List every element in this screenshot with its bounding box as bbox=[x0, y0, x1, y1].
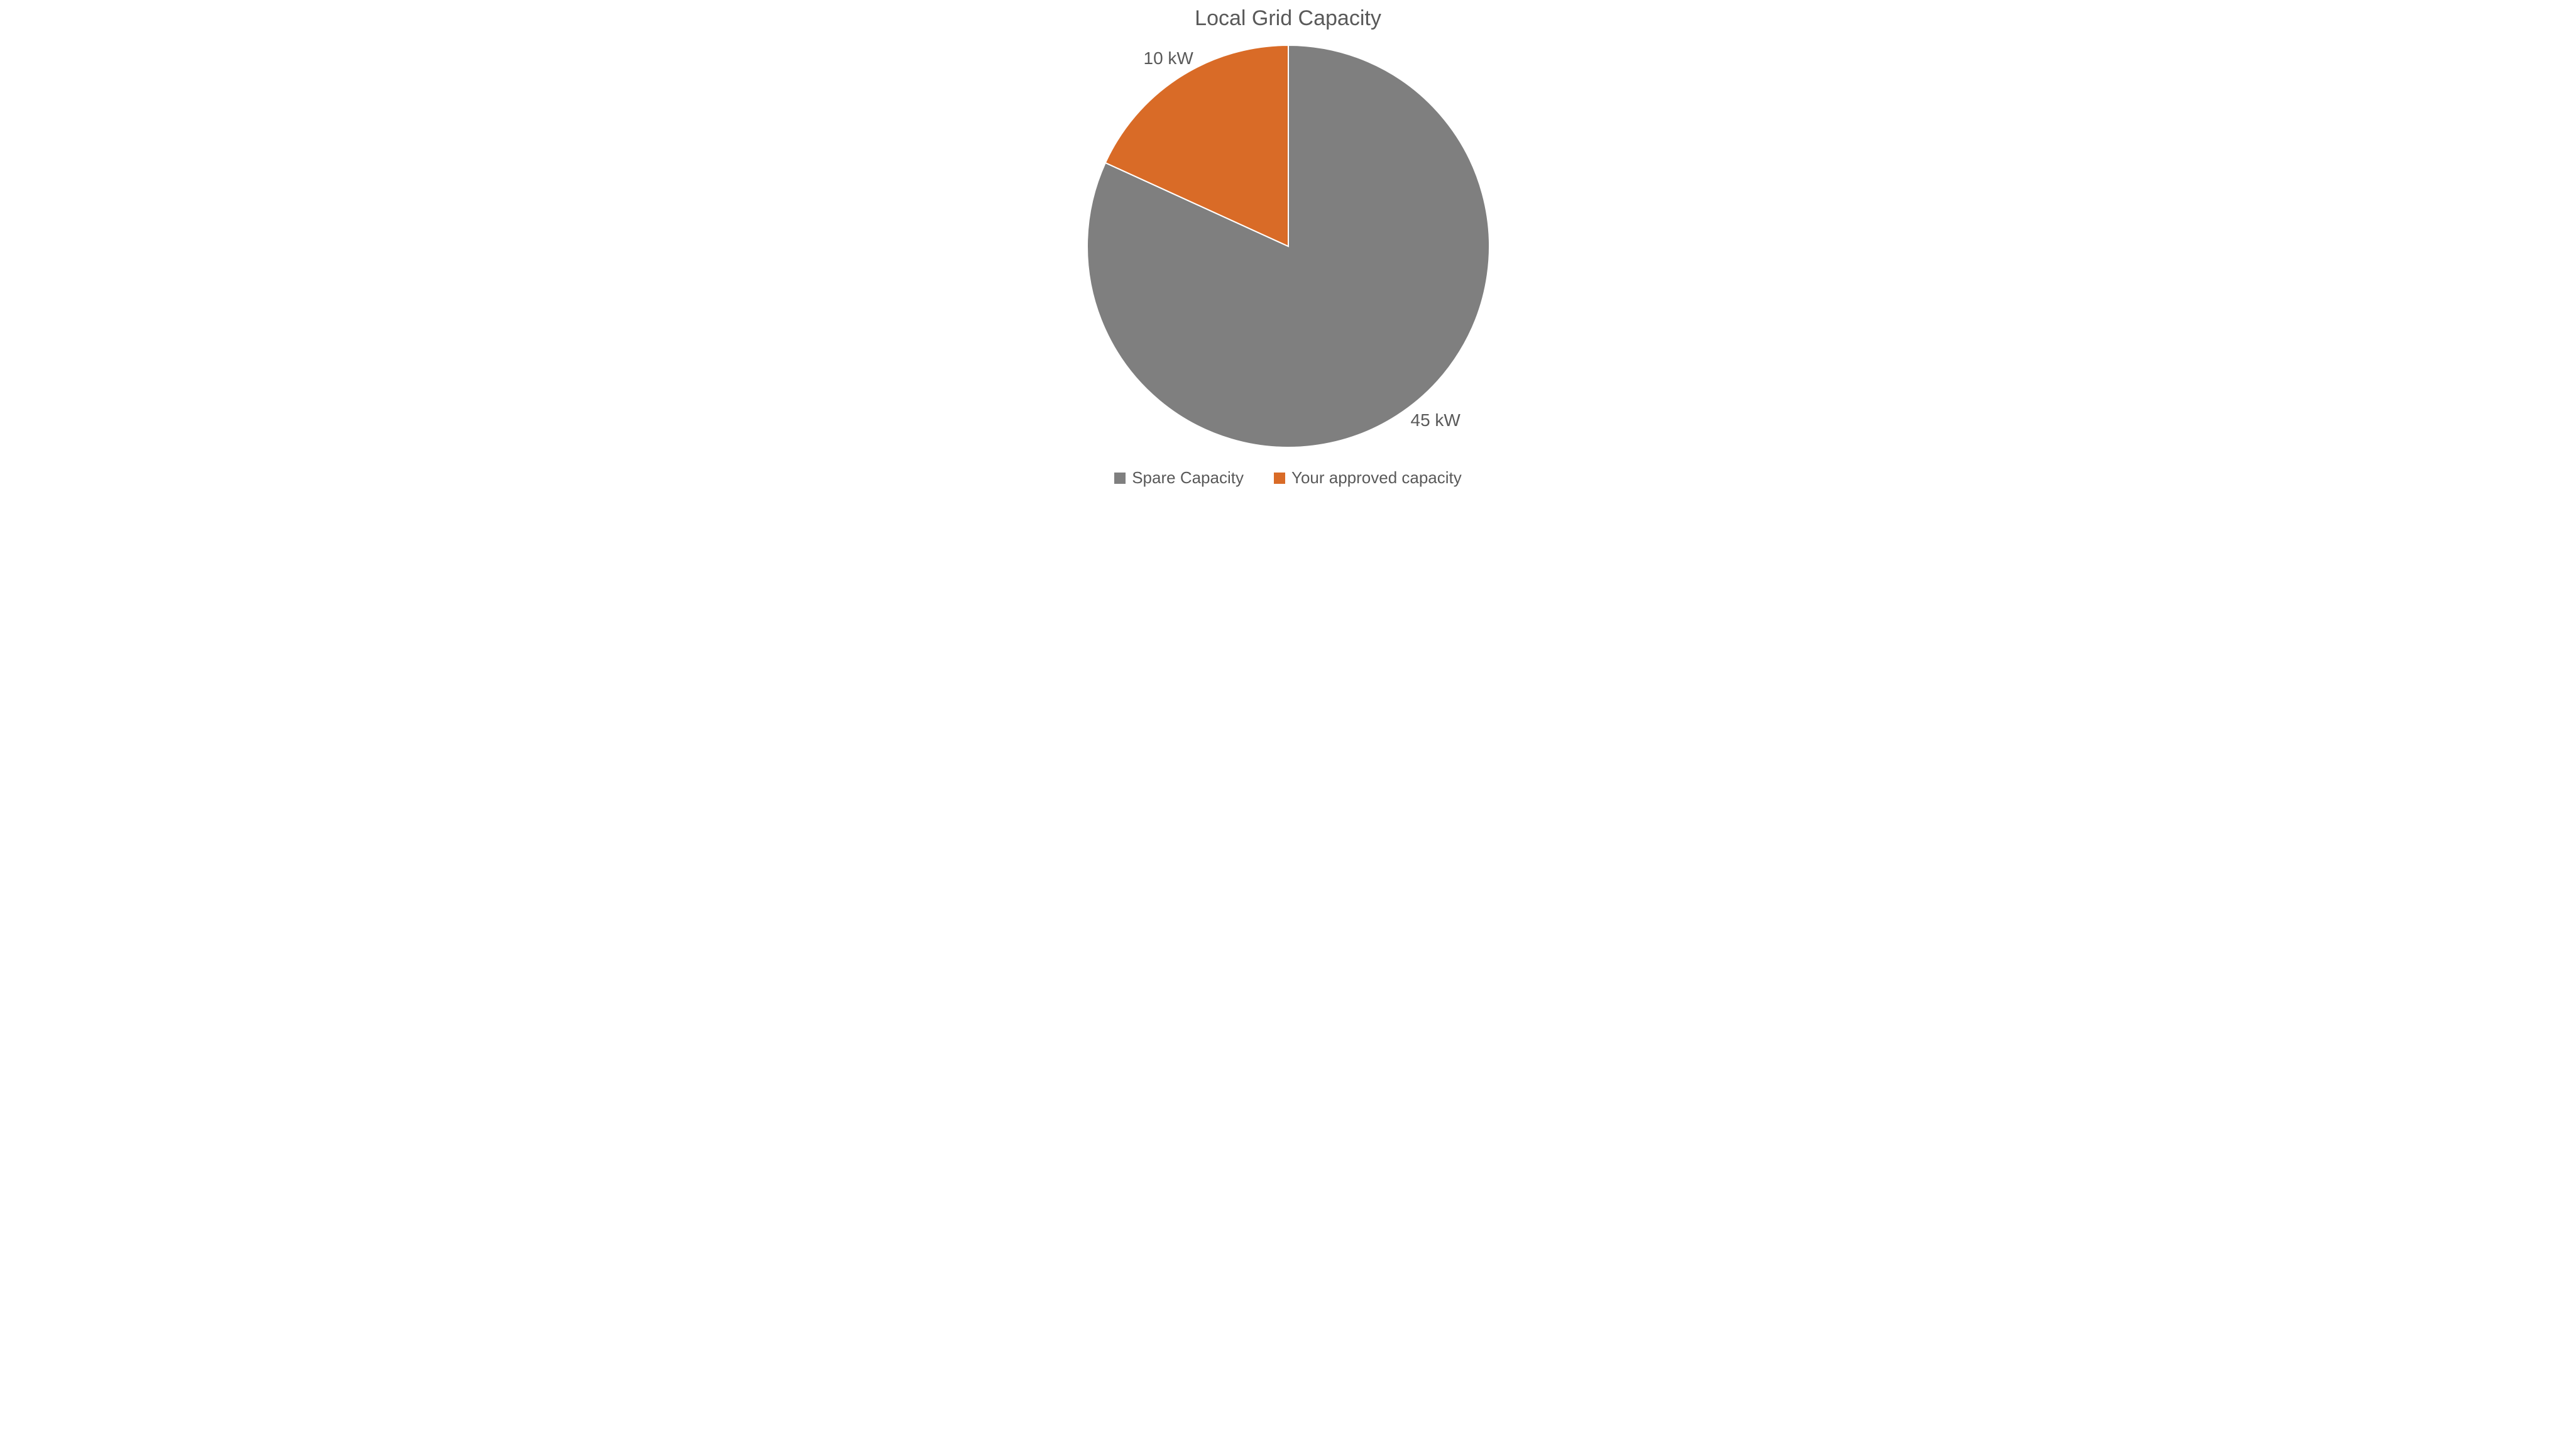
pie-plot-area: 45 kW 10 kW bbox=[1084, 42, 1493, 451]
legend-swatch-approved bbox=[1274, 473, 1285, 484]
data-label-approved: 10 kW bbox=[1144, 48, 1193, 68]
data-label-spare: 45 kW bbox=[1411, 410, 1461, 430]
pie-chart: Local Grid Capacity 45 kW 10 kW Spare Ca… bbox=[823, 0, 1753, 500]
legend-item-approved: Your approved capacity bbox=[1274, 468, 1462, 488]
legend-item-spare: Spare Capacity bbox=[1114, 468, 1244, 488]
chart-title: Local Grid Capacity bbox=[823, 6, 1753, 31]
legend: Spare Capacity Your approved capacity bbox=[823, 468, 1753, 488]
legend-label-approved: Your approved capacity bbox=[1291, 468, 1462, 488]
pie-svg bbox=[1084, 42, 1493, 451]
legend-label-spare: Spare Capacity bbox=[1132, 468, 1244, 488]
legend-swatch-spare bbox=[1114, 473, 1126, 484]
